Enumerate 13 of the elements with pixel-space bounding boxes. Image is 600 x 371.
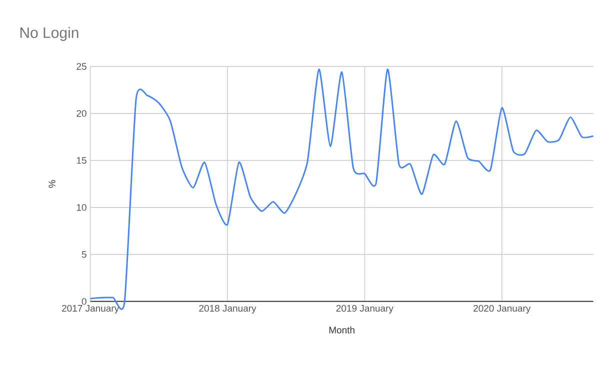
- y-tick-label: 0: [82, 298, 86, 305]
- y-axis-title: %: [48, 180, 56, 188]
- y-tick-label: 5: [82, 251, 86, 258]
- x-tick-label: 2020 January: [474, 304, 531, 314]
- y-tick-label: 15: [76, 157, 86, 164]
- y-tick-label: 20: [76, 110, 86, 117]
- x-tick-label: 2019 January: [336, 304, 394, 314]
- x-axis-title: Month: [329, 326, 354, 334]
- x-tick-label: 2017 January: [62, 304, 120, 314]
- chart-title: No Login: [20, 27, 78, 41]
- y-tick-label: 25: [76, 63, 86, 70]
- y-tick-label: 10: [76, 204, 86, 211]
- x-tick-label: 2018 January: [199, 304, 256, 314]
